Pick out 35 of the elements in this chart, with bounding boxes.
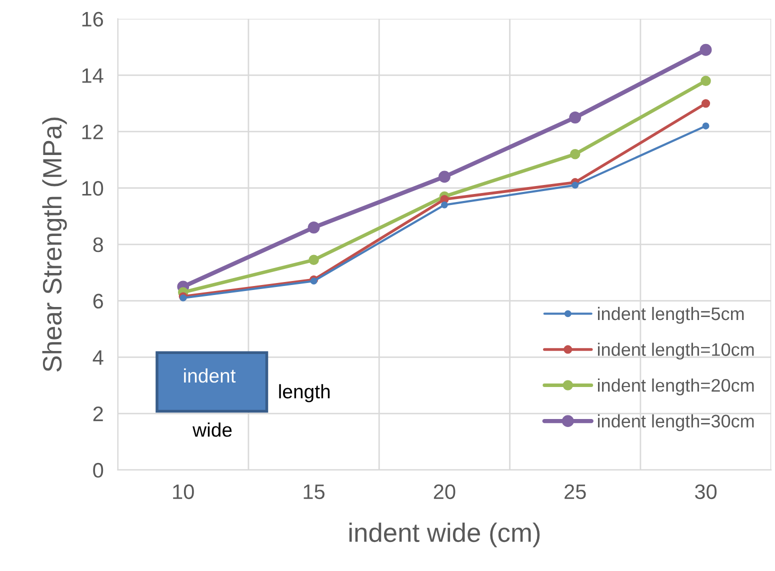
point <box>702 122 710 130</box>
annotation: length <box>279 384 330 402</box>
point <box>701 99 710 108</box>
point <box>700 44 712 56</box>
y-tick-label: 4 <box>92 350 104 365</box>
point <box>700 76 711 86</box>
legend-label: indent length=5cm <box>598 306 744 324</box>
legend-label: indent length=20cm <box>598 378 754 396</box>
point <box>310 278 318 285</box>
point <box>440 201 448 208</box>
x-tick-label: 20 <box>434 484 456 500</box>
y-tick-label: 6 <box>93 294 103 309</box>
y-tick-label: 8 <box>93 237 104 252</box>
x-tick-label: 10 <box>173 484 194 500</box>
y-tick-label: 12 <box>82 124 103 140</box>
annotation: wide <box>192 422 232 437</box>
point <box>572 182 579 189</box>
point <box>308 254 319 266</box>
x-tick-label: 15 <box>304 484 325 500</box>
y-tick-label: 10 <box>82 181 104 196</box>
annotation: indent <box>184 368 236 383</box>
point <box>570 149 580 160</box>
legend-label: indent length=30cm <box>598 414 754 432</box>
y-tick-label: 14 <box>82 68 104 83</box>
y-axis-title: Shear Strength (MPa) <box>42 118 67 372</box>
point <box>569 112 582 124</box>
y-tick-label: 2 <box>93 406 103 422</box>
y-tick-label: 16 <box>82 12 103 27</box>
x-axis-title: indent wide (cm) <box>349 522 540 548</box>
point <box>308 222 320 234</box>
point <box>438 170 450 183</box>
x-tick-label: 25 <box>564 484 586 500</box>
x-tick-label: 30 <box>695 484 717 500</box>
y-tick-label: 0 <box>93 462 104 478</box>
legend-label: indent length=10cm <box>598 342 754 360</box>
